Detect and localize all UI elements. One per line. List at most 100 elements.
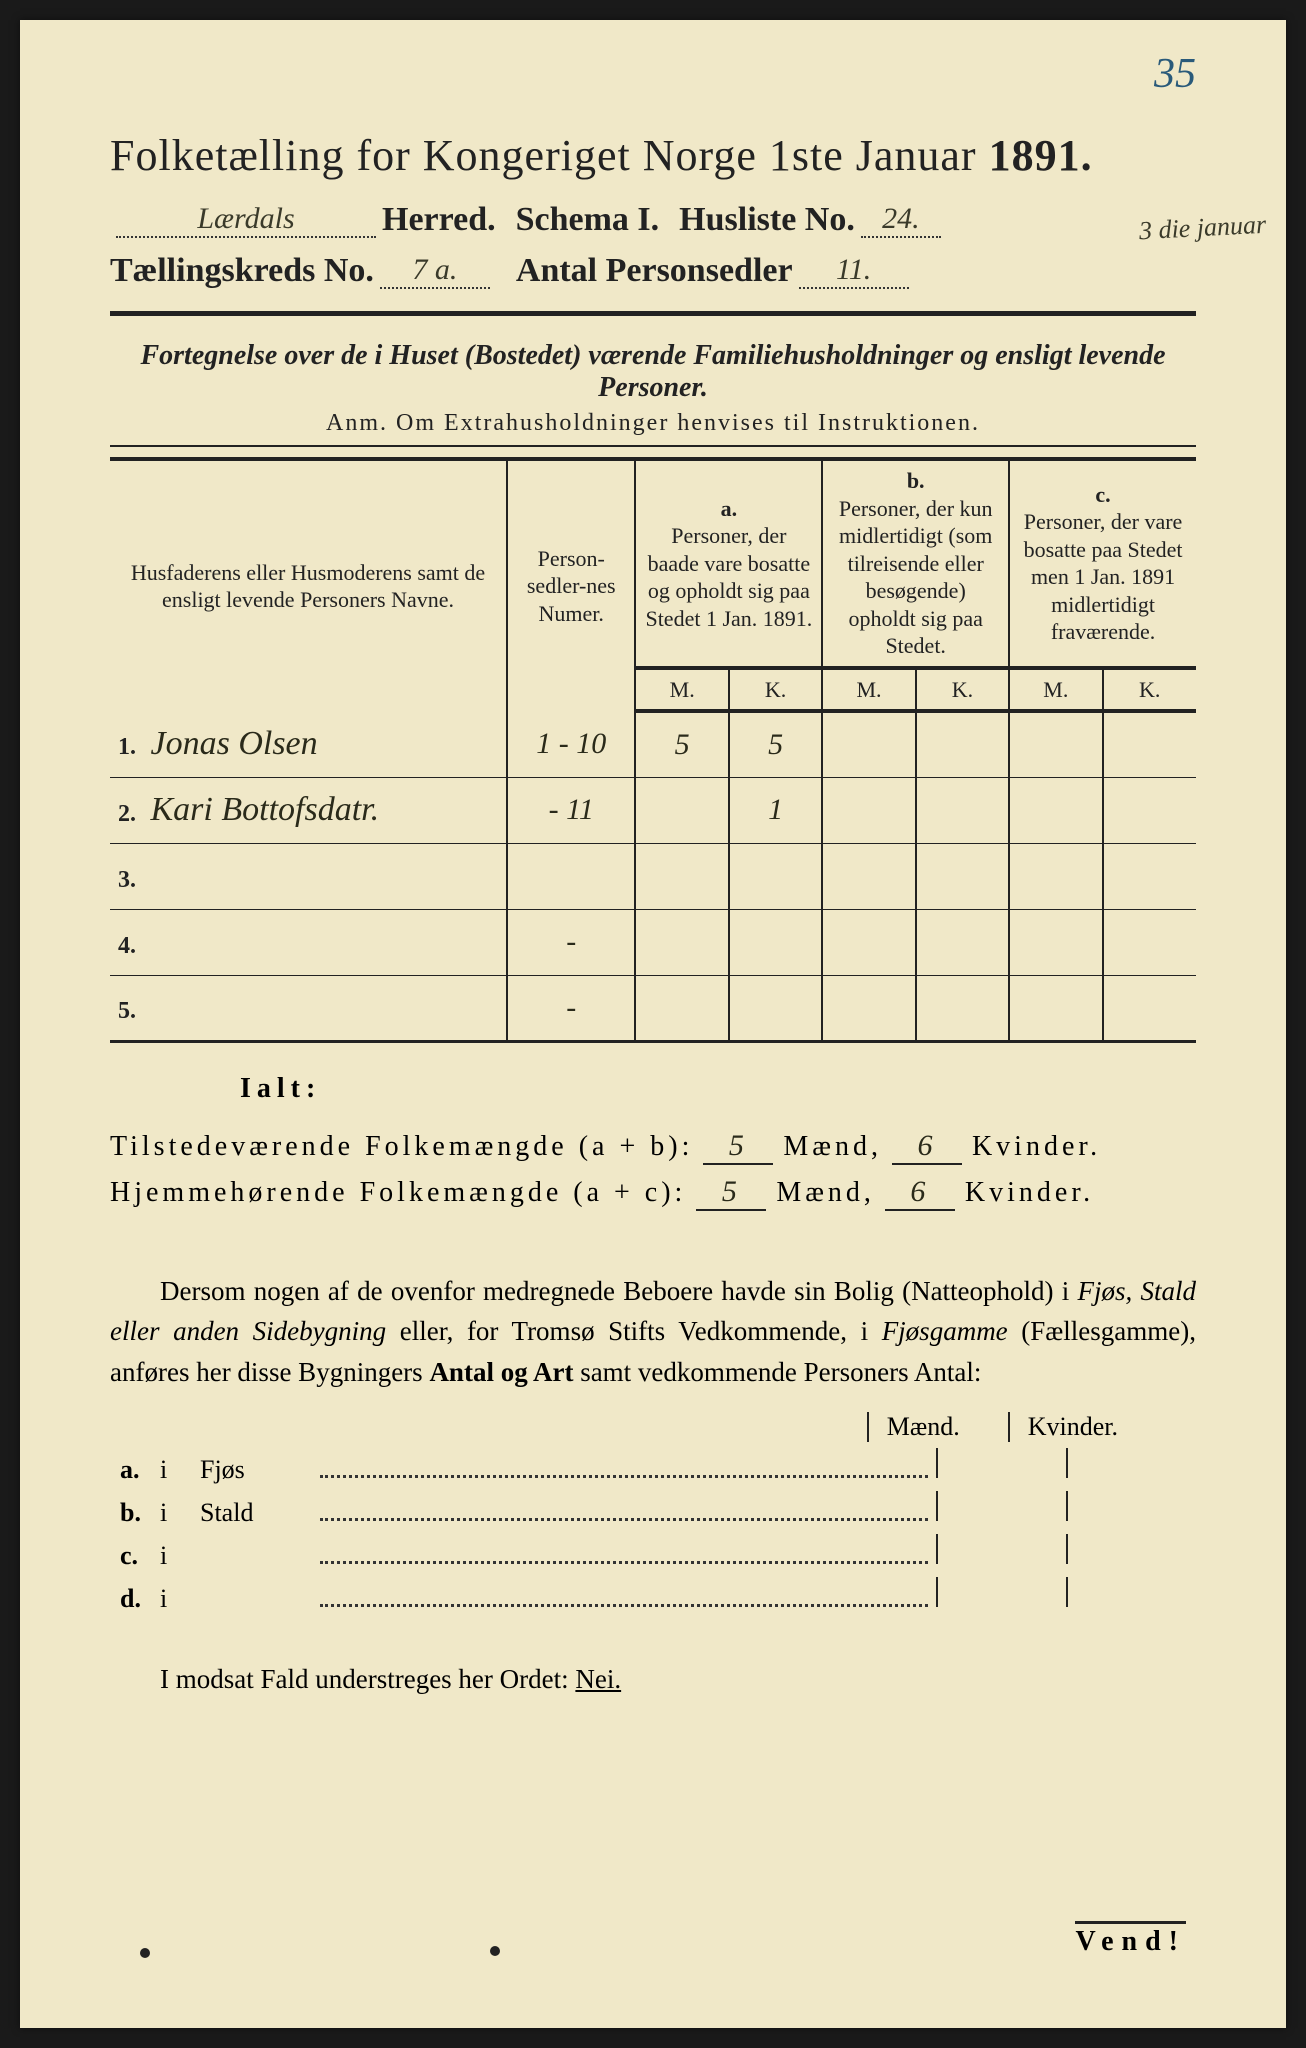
cell-a-k: [729, 975, 822, 1041]
kvinder-label: Kvinder.: [972, 1131, 1101, 1163]
maend-label: Mænd,: [783, 1131, 882, 1163]
br-type: Fjøs: [200, 1455, 320, 1485]
cell-name: 5.: [110, 975, 507, 1041]
cell-c-m: [1009, 711, 1102, 777]
antal-value: 11.: [799, 253, 909, 289]
br-dots: [320, 1561, 928, 1564]
br-dots: [320, 1604, 928, 1607]
table-row: 3.: [110, 843, 1196, 909]
building-row: c.i: [110, 1534, 1196, 1571]
th-c-letter: c.: [1095, 482, 1110, 507]
br-label: d.: [110, 1584, 160, 1614]
cell-c-m: [1009, 975, 1102, 1041]
cell-c-m: [1009, 777, 1102, 843]
husliste-value: 24.: [861, 202, 941, 238]
totals-home: Hjemmehørende Folkemængde (a + c): 5 Mæn…: [110, 1175, 1196, 1211]
cell-c-k: [1103, 975, 1197, 1041]
cell-a-k: 1: [729, 777, 822, 843]
para-text: eller, for Tromsø Stifts Vedkommende, i: [386, 1316, 882, 1346]
vend-label: Vend!: [1075, 1921, 1186, 1958]
br-dots: [320, 1475, 928, 1478]
cell-numer: [507, 843, 635, 909]
th-c: c. Personer, der vare bosatte paa Stedet…: [1009, 459, 1196, 667]
building-header: Mænd. Kvinder.: [110, 1412, 1196, 1442]
cell-name: 4.: [110, 909, 507, 975]
br-m: [936, 1577, 1066, 1607]
building-row: d.i: [110, 1577, 1196, 1614]
br-type: Stald: [200, 1498, 320, 1528]
cell-a-m: [635, 843, 728, 909]
br-k: [1066, 1491, 1196, 1521]
ialt-label: Ialt:: [240, 1073, 1196, 1105]
cell-b-k: [916, 843, 1009, 909]
anm-note: Anm. Om Extrahusholdninger henvises til …: [110, 410, 1196, 437]
th-b-text: Personer, der kun midlertidigt (som tilr…: [839, 496, 993, 659]
margin-date-note: 3 die januar: [1138, 212, 1266, 245]
cell-c-k: [1103, 777, 1197, 843]
herred-label: Herred.: [382, 201, 496, 239]
kreds-value: 7 a.: [380, 253, 490, 289]
para-bold: Antal og Art: [429, 1357, 573, 1387]
cell-a-m: [635, 975, 728, 1041]
building-block: Mænd. Kvinder. a.iFjøsb.iStaldc.id.i: [110, 1412, 1196, 1614]
cell-b-k: [916, 711, 1009, 777]
cell-name: 1. Jonas Olsen: [110, 711, 507, 777]
cell-a-k: 5: [729, 711, 822, 777]
divider: [110, 445, 1196, 447]
present-label: Tilstedeværende Folkemængde (a + b):: [110, 1131, 693, 1163]
cell-name: 2. Kari Bottofsdatr.: [110, 777, 507, 843]
cell-c-k: [1103, 909, 1197, 975]
table-row: 5. -: [110, 975, 1196, 1041]
br-k: [1066, 1534, 1196, 1564]
cell-b-k: [916, 909, 1009, 975]
cell-numer: -: [507, 975, 635, 1041]
title: Folketælling for Kongeriget Norge 1ste J…: [110, 130, 1196, 181]
nei-line: I modsat Fald understreges her Ordet: Ne…: [110, 1664, 1196, 1695]
cell-c-m: [1009, 843, 1102, 909]
nei-prefix: I modsat Fald understreges her Ordet:: [160, 1664, 575, 1694]
cell-a-m: 5: [635, 711, 728, 777]
br-k: [1066, 1577, 1196, 1607]
table-row: 1. Jonas Olsen1 - 1055: [110, 711, 1196, 777]
th-b: b. Personer, der kun midlertidigt (som t…: [822, 459, 1009, 667]
herred-value: Lærdals: [116, 202, 376, 238]
para-text: Dersom nogen af de ovenfor medregnede Be…: [160, 1276, 1078, 1306]
para-text: samt vedkommende Personers Antal:: [573, 1357, 981, 1387]
th-numer: Person-sedler-nes Numer.: [507, 459, 635, 711]
home-maend: 5: [696, 1175, 766, 1211]
cell-b-m: [822, 909, 915, 975]
bh-kvinder: Kvinder.: [1008, 1412, 1136, 1442]
cell-a-k: [729, 843, 822, 909]
th-c-text: Personer, der vare bosatte paa Stedet me…: [1024, 509, 1183, 644]
br-i: i: [160, 1541, 200, 1571]
cell-c-m: [1009, 909, 1102, 975]
cell-a-k: [729, 909, 822, 975]
present-maend: 5: [703, 1129, 773, 1165]
schema-label: Schema I.: [516, 201, 660, 239]
nei-word: Nei.: [575, 1664, 621, 1694]
table-row: 2. Kari Bottofsdatr.- 111: [110, 777, 1196, 843]
antal-label: Antal Personsedler: [516, 252, 793, 290]
th-c-k: K.: [1103, 669, 1197, 712]
cell-numer: 1 - 10: [507, 711, 635, 777]
para-italic: Fjøsgamme: [882, 1316, 1008, 1346]
building-row: a.iFjøs: [110, 1448, 1196, 1485]
br-label: b.: [110, 1498, 160, 1528]
br-label: a.: [110, 1455, 160, 1485]
br-i: i: [160, 1584, 200, 1614]
th-b-letter: b.: [907, 468, 925, 493]
cell-b-m: [822, 843, 915, 909]
building-row: b.iStald: [110, 1491, 1196, 1528]
th-b-k: K.: [916, 669, 1009, 712]
br-k: [1066, 1448, 1196, 1478]
br-m: [936, 1448, 1066, 1478]
cell-b-m: [822, 711, 915, 777]
cell-c-k: [1103, 711, 1197, 777]
cell-c-k: [1103, 843, 1197, 909]
br-m: [936, 1534, 1066, 1564]
cell-numer: -: [507, 909, 635, 975]
th-name: Husfaderens eller Husmoderens samt de en…: [110, 459, 507, 711]
cell-b-k: [916, 975, 1009, 1041]
page-number: 35: [1154, 50, 1196, 98]
ink-spot: [140, 1948, 150, 1958]
